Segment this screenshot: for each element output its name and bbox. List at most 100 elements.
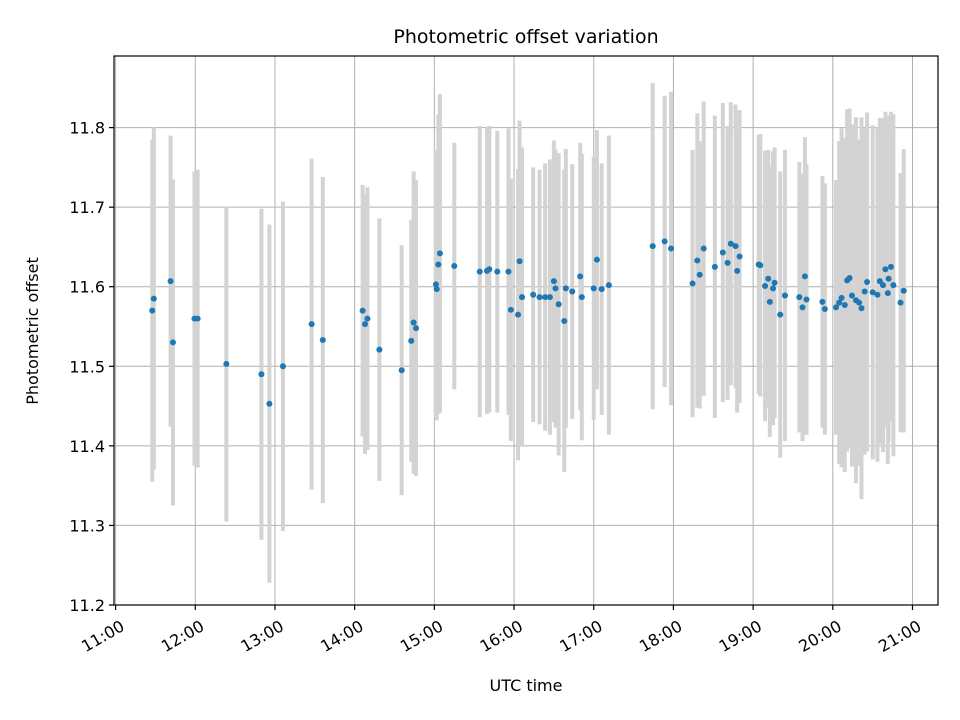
data-point: [486, 266, 493, 273]
data-point: [796, 294, 803, 301]
data-point: [223, 360, 230, 367]
data-point: [880, 282, 887, 289]
data-point: [900, 287, 907, 294]
data-point: [696, 271, 703, 278]
data-point: [727, 240, 734, 247]
data-point: [562, 285, 569, 292]
data-point: [882, 266, 889, 273]
grid-lines: [114, 56, 938, 606]
data-point: [757, 262, 764, 269]
data-point: [885, 275, 892, 282]
data-point: [766, 298, 773, 305]
data-point: [799, 304, 806, 311]
data-point: [169, 339, 176, 346]
data-point: [519, 294, 526, 301]
data-point: [694, 257, 701, 264]
data-point: [279, 363, 286, 370]
y-tick-label: 11.8: [69, 119, 105, 138]
data-point: [319, 337, 326, 344]
y-axis-label: Photometric offset: [23, 257, 42, 405]
data-point: [561, 317, 568, 324]
data-point: [451, 263, 458, 270]
data-point: [593, 256, 600, 263]
data-point: [821, 306, 828, 313]
data-point: [734, 267, 741, 274]
data-point: [516, 258, 523, 265]
data-point: [167, 278, 174, 285]
data-point: [803, 296, 810, 303]
data-point: [578, 294, 585, 301]
data-point: [550, 278, 557, 285]
data-point: [661, 238, 668, 245]
data-point: [436, 250, 443, 257]
data-point: [590, 285, 597, 292]
data-point: [435, 261, 442, 268]
y-tick-label: 11.7: [69, 198, 105, 217]
data-point: [258, 371, 265, 378]
data-point: [542, 294, 549, 301]
data-point: [569, 288, 576, 295]
data-point: [887, 263, 894, 270]
data-point: [732, 243, 739, 250]
data-point: [711, 263, 718, 270]
data-point: [555, 301, 562, 308]
data-point: [858, 305, 865, 312]
data-point: [771, 279, 778, 286]
data-point: [846, 274, 853, 281]
data-point: [777, 311, 784, 318]
data-point: [819, 298, 826, 305]
data-point: [689, 280, 696, 287]
data-points: [149, 238, 907, 407]
data-point: [801, 273, 808, 280]
data-point: [476, 268, 483, 275]
data-point: [376, 346, 383, 353]
data-point: [836, 299, 843, 306]
y-tick-label: 11.6: [69, 278, 105, 297]
data-point: [413, 325, 420, 332]
data-point: [530, 291, 537, 298]
data-point: [668, 245, 675, 252]
data-point: [736, 253, 743, 260]
data-point: [781, 292, 788, 299]
data-point: [546, 294, 553, 301]
data-point: [149, 307, 156, 314]
data-point: [410, 319, 417, 326]
data-point: [841, 302, 848, 309]
data-point: [536, 294, 543, 301]
data-point: [724, 259, 731, 266]
data-point: [359, 307, 366, 314]
chart-title: Photometric offset variation: [393, 26, 658, 48]
y-tick-label: 11.2: [69, 596, 105, 615]
data-point: [577, 273, 584, 280]
data-point: [552, 285, 559, 292]
data-point: [505, 268, 512, 275]
data-point: [884, 290, 891, 297]
data-point: [765, 275, 772, 282]
data-point: [890, 282, 897, 289]
data-point: [194, 315, 201, 322]
data-point: [598, 286, 605, 293]
data-point: [432, 281, 439, 288]
data-point: [308, 321, 315, 328]
data-point: [362, 321, 369, 328]
data-point: [856, 299, 863, 306]
data-point: [838, 294, 845, 301]
data-point: [408, 337, 415, 344]
data-point: [398, 367, 405, 374]
data-point: [700, 245, 707, 252]
data-point: [762, 282, 769, 289]
data-point: [897, 299, 904, 306]
y-tick-label: 11.4: [69, 437, 105, 456]
data-point: [507, 306, 514, 313]
y-tick-label: 11.3: [69, 516, 105, 535]
x-axis-label: UTC time: [490, 676, 563, 695]
data-point: [848, 292, 855, 299]
data-point: [719, 249, 726, 256]
data-point: [494, 268, 501, 275]
plot-frame: [113, 55, 939, 606]
data-point: [364, 315, 371, 322]
data-point: [832, 304, 839, 311]
data-point: [649, 243, 656, 250]
y-axis-ticks: 11.2 11.3 11.4 11.5 11.6 11.7 11.8: [69, 119, 114, 615]
